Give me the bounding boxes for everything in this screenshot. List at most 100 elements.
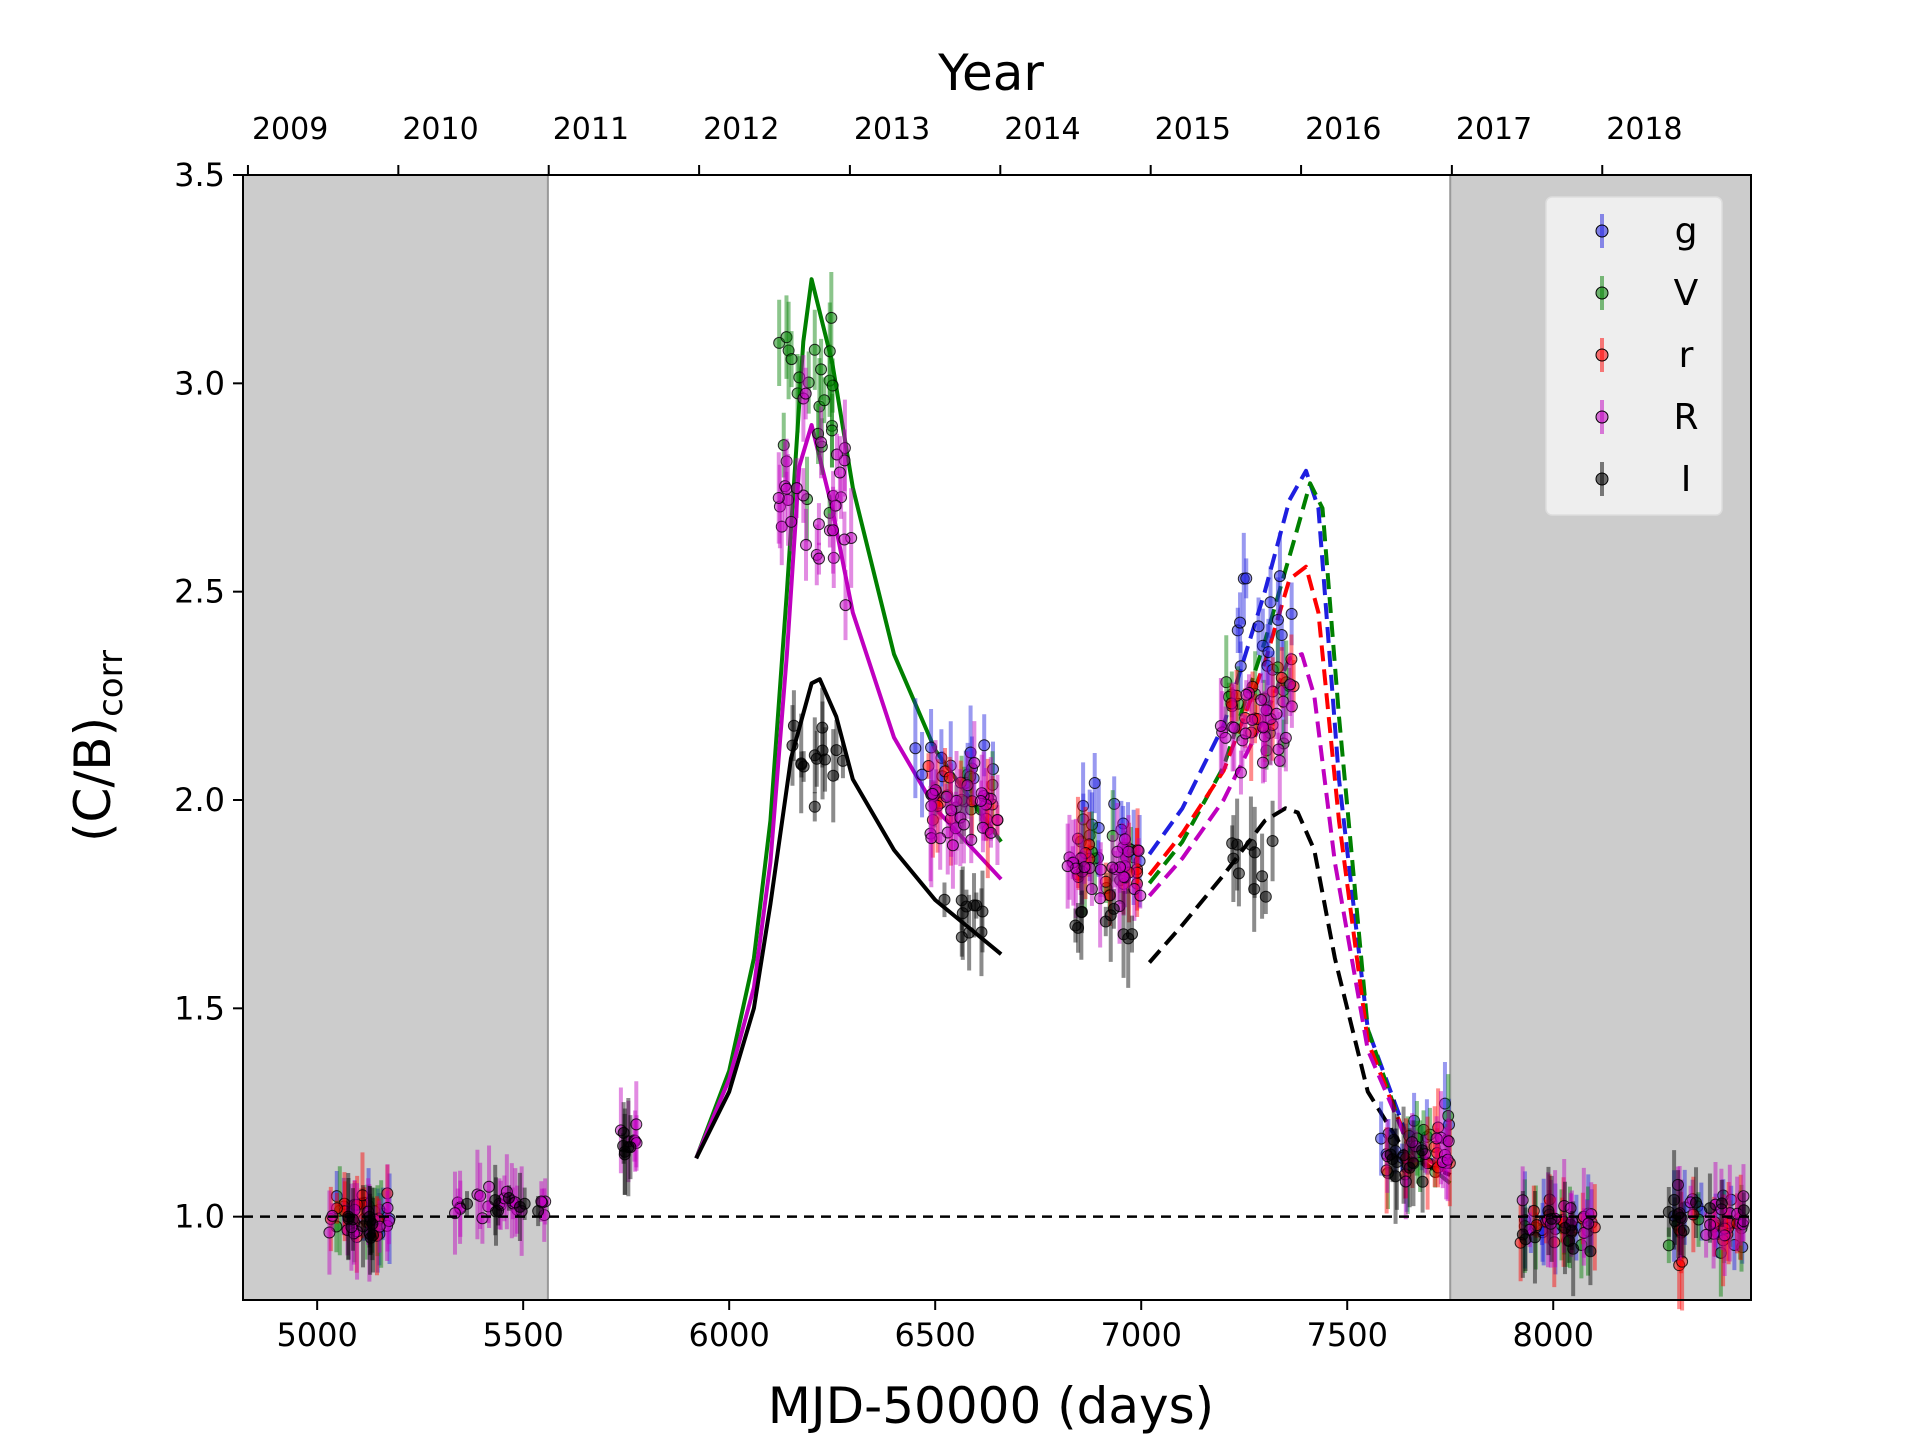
data-point: [836, 754, 849, 767]
data-point: [1118, 833, 1131, 846]
data-point: [926, 787, 939, 800]
model-curve-R-fit: [694, 423, 1003, 1160]
data-point: [483, 1180, 496, 1193]
data-point: [925, 800, 938, 813]
legend-entry-r: r: [1595, 335, 1694, 376]
data-point: [1284, 678, 1297, 691]
data-point: [1246, 713, 1259, 726]
data-point: [1677, 1224, 1690, 1237]
data-point: [968, 757, 981, 770]
data-point: [356, 1189, 369, 1202]
series-I: [342, 687, 1750, 1297]
data-point: [1266, 685, 1279, 698]
data-point: [1700, 1228, 1713, 1241]
data-point: [938, 893, 951, 906]
data-point: [1239, 727, 1252, 740]
data-point: [1248, 846, 1261, 859]
data-point: [1399, 1175, 1412, 1188]
data-point: [799, 387, 812, 400]
data-point: [827, 551, 840, 564]
model-curve-I-fit: [694, 677, 1003, 1160]
year-tick-label: 2009: [252, 112, 328, 147]
data-point: [1285, 700, 1298, 713]
data-point: [1545, 1212, 1558, 1225]
data-point: [1061, 860, 1074, 873]
data-point: [1548, 1236, 1561, 1249]
data-point: [1106, 829, 1119, 842]
data-point: [800, 538, 813, 551]
data-point: [1403, 1161, 1416, 1174]
y-tick-label: 3.0: [174, 364, 225, 402]
year-tick-label: 2012: [703, 112, 779, 147]
y-tick-label: 2.5: [174, 573, 225, 611]
legend-label: V: [1674, 273, 1699, 314]
data-point: [839, 599, 852, 612]
data-point: [1703, 1202, 1716, 1215]
data-point: [1099, 915, 1112, 928]
data-point: [1273, 754, 1286, 767]
data-point: [984, 826, 997, 839]
data-point: [1662, 1239, 1675, 1252]
data-point: [987, 763, 1000, 776]
data-point: [815, 436, 828, 449]
y-axis-ticks: 1.0 1.5 2.0 2.5 3.0 3.5: [174, 156, 243, 1236]
y-tick-label: 1.5: [174, 989, 225, 1027]
data-point: [1266, 834, 1279, 847]
legend-label: g: [1675, 211, 1698, 252]
data-point: [943, 771, 956, 784]
data-point: [785, 353, 798, 366]
year-tick-label: 2017: [1456, 112, 1532, 147]
data-point: [461, 1197, 474, 1210]
data-point: [827, 769, 840, 782]
data-point: [1220, 676, 1233, 689]
legend-marker: [1595, 410, 1609, 424]
data-point: [960, 900, 973, 913]
data-point: [1438, 1097, 1451, 1110]
data-point: [1234, 660, 1247, 673]
data-point: [1271, 613, 1284, 626]
data-point: [1094, 892, 1107, 905]
x-tick-label: 5000: [276, 1316, 357, 1354]
data-point: [1668, 1193, 1681, 1206]
data-point: [1386, 1153, 1399, 1166]
data-point: [1564, 1202, 1577, 1215]
year-tick-label: 2015: [1155, 112, 1231, 147]
data-point: [1737, 1190, 1750, 1203]
data-point: [812, 518, 825, 531]
data-point: [1248, 883, 1261, 896]
data-point: [1408, 1114, 1421, 1127]
data-point: [961, 779, 974, 792]
data-point: [1252, 620, 1265, 633]
x-tick-label: 6500: [894, 1316, 975, 1354]
data-point: [815, 363, 828, 376]
year-tick-label: 2018: [1606, 112, 1682, 147]
data-point: [1107, 902, 1120, 915]
legend-entry-I: I: [1595, 459, 1691, 500]
data-point: [1527, 1204, 1540, 1217]
data-point: [1234, 616, 1247, 629]
data-point: [1528, 1231, 1541, 1244]
data-point: [1584, 1245, 1597, 1258]
data-point: [975, 926, 988, 939]
data-point: [1132, 844, 1145, 857]
y-axis-label-main: (C/B): [64, 717, 122, 842]
data-point: [1259, 890, 1272, 903]
year-tick-label: 2016: [1305, 112, 1381, 147]
data-point: [922, 760, 935, 773]
data-point: [618, 1145, 631, 1158]
data-point: [1387, 1133, 1400, 1146]
data-point: [787, 719, 800, 732]
data-point: [780, 331, 793, 344]
model-curve-I-pred: [1147, 806, 1451, 1177]
data-point: [1240, 572, 1253, 585]
model-curves: [694, 277, 1452, 1185]
model-curve-r-pred: [1147, 564, 1452, 1177]
data-point: [1715, 1197, 1728, 1210]
data-point: [1275, 671, 1288, 684]
data-point: [502, 1192, 515, 1205]
data-point: [474, 1189, 487, 1202]
data-point: [1567, 1242, 1580, 1255]
data-point: [786, 739, 799, 752]
